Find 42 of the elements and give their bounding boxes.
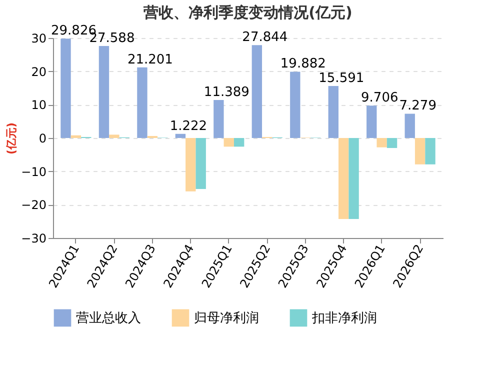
bar: [338, 138, 349, 219]
bar: [109, 134, 120, 138]
bar: [60, 38, 71, 138]
bar: [234, 138, 244, 147]
chart-title: 营收、净利季度变动情况(亿元): [142, 4, 352, 22]
bar: [404, 114, 415, 138]
bar: [224, 138, 234, 147]
y-axis-title: (亿元): [5, 122, 18, 155]
bar: [175, 134, 186, 138]
bar: [290, 72, 300, 138]
data-label: 11.389: [204, 85, 250, 100]
y-tick-label: 0: [38, 132, 46, 146]
y-tick-label: 20: [31, 64, 46, 79]
data-label: 15.591: [318, 71, 364, 86]
bar: [186, 138, 196, 192]
bar: [196, 138, 206, 189]
y-tick-label: 10: [31, 98, 46, 112]
data-label: 27.844: [242, 30, 288, 46]
data-label: 7.279: [399, 98, 436, 114]
data-label: 9.706: [361, 90, 398, 106]
bar: [328, 86, 338, 138]
bar: [366, 106, 377, 138]
bar: [414, 138, 426, 164]
y-tick-label: −20: [21, 198, 46, 212]
bar: [70, 135, 82, 138]
bar: [252, 45, 262, 138]
data-label: 1.222: [170, 118, 208, 134]
bar: [425, 138, 436, 164]
bar: [376, 138, 387, 148]
bar: [214, 100, 224, 138]
bar: [98, 46, 110, 138]
y-tick-label: −10: [21, 164, 46, 179]
bar: [386, 138, 398, 148]
y-tick-label: 30: [31, 32, 46, 46]
y-tick-label: −30: [21, 232, 46, 246]
bar: [348, 138, 359, 219]
legend-label: 扣非净利润: [311, 310, 377, 326]
data-label: 19.882: [280, 56, 326, 72]
data-label: 21.201: [127, 52, 173, 68]
legend-label: 营业总收入: [76, 310, 141, 326]
legend-label: 归母净利润: [194, 310, 259, 326]
bar: [137, 67, 148, 138]
